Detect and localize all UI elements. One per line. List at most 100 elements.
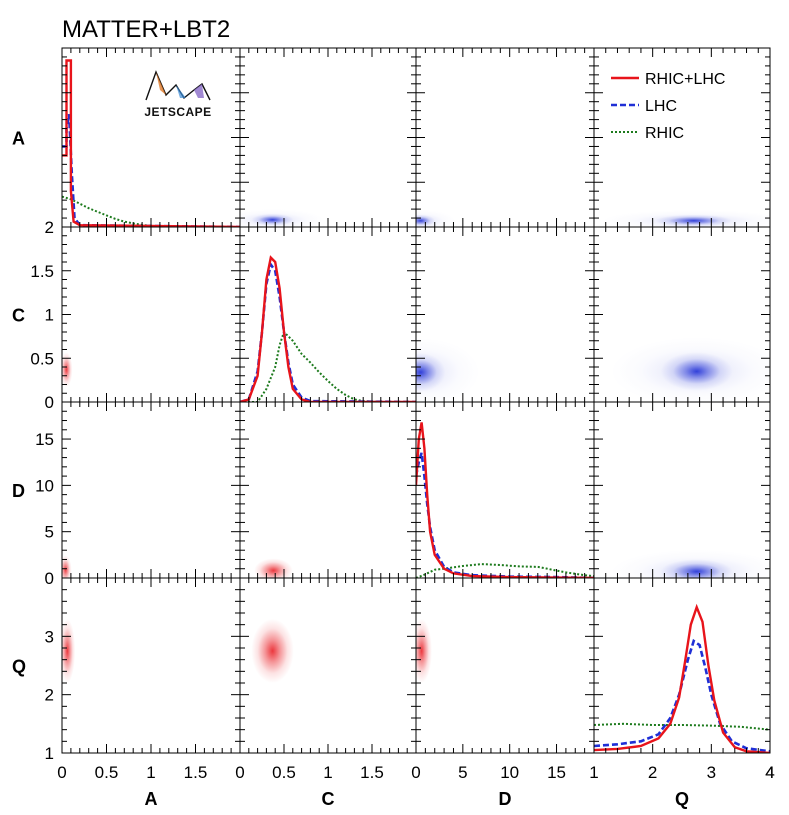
y-tick-label: 2 bbox=[45, 218, 54, 237]
curve-rhic-D bbox=[416, 563, 594, 578]
x-tick-label: 1.5 bbox=[184, 763, 208, 782]
panel-C-C bbox=[239, 226, 417, 403]
y-tick-label: 5 bbox=[45, 523, 54, 542]
y-tick-label: 2 bbox=[45, 686, 54, 705]
cloud-Q-A bbox=[600, 209, 770, 227]
posterior-cloud bbox=[251, 618, 294, 684]
y-tick-label: 0 bbox=[45, 569, 54, 588]
posterior-cloud bbox=[62, 352, 73, 387]
panel-A-D bbox=[61, 401, 241, 579]
curve-rhic_lhc-C bbox=[240, 255, 416, 402]
logo-peak-orange bbox=[156, 72, 166, 95]
diag-A bbox=[62, 59, 240, 227]
curve-rhic-Q bbox=[594, 722, 770, 731]
legend-label-rhic: RHIC bbox=[645, 125, 684, 142]
posterior-halo bbox=[416, 337, 481, 402]
x-tick-label: 3 bbox=[707, 763, 716, 782]
y-tick-label: 0 bbox=[45, 393, 54, 412]
col-label-A: A bbox=[145, 789, 158, 809]
panel-D-D bbox=[415, 401, 595, 579]
logo-peak-blue bbox=[176, 85, 186, 98]
posterior-halo bbox=[240, 209, 324, 227]
posterior-halo bbox=[609, 336, 770, 402]
x-tick-label: 1.5 bbox=[360, 763, 384, 782]
panel-A-C bbox=[61, 226, 241, 403]
col-label-C: C bbox=[322, 789, 335, 809]
x-tick-label: 5 bbox=[458, 763, 467, 782]
axis-ticks bbox=[61, 47, 771, 754]
x-tick-label: 2 bbox=[648, 763, 657, 782]
cloud-C-A bbox=[240, 209, 324, 227]
curve-rhic_lhc-D bbox=[416, 422, 594, 578]
y-tick-label: 0.5 bbox=[30, 349, 54, 368]
row-label-C: C bbox=[12, 306, 25, 326]
curve-rhic-C bbox=[240, 330, 416, 402]
curve-lhc-D bbox=[416, 452, 594, 578]
y-tick-label: 1 bbox=[45, 306, 54, 325]
col-label-D: D bbox=[499, 789, 512, 809]
y-tick-label: 15 bbox=[35, 430, 54, 449]
x-tick-label: 15 bbox=[547, 763, 566, 782]
legend-label-lhc: LHC bbox=[645, 98, 677, 115]
panel-C-A bbox=[239, 47, 417, 228]
posterior-halo bbox=[416, 209, 456, 227]
row-label-A: A bbox=[12, 129, 25, 149]
x-tick-label: 10 bbox=[500, 763, 519, 782]
cloud-Q-D bbox=[609, 549, 770, 578]
joint-posteriors bbox=[62, 209, 770, 684]
posterior-cloud bbox=[416, 618, 432, 683]
panel-C-D bbox=[239, 401, 417, 579]
y-tick-label: 3 bbox=[45, 627, 54, 646]
curve-lhc-A bbox=[62, 113, 240, 227]
panel-D-A bbox=[415, 47, 595, 228]
cloud-C-Q bbox=[251, 618, 294, 684]
x-tick-label: 1 bbox=[146, 763, 155, 782]
cloud-A-Q bbox=[62, 618, 76, 683]
legend: RHIC+LHC LHC RHIC bbox=[611, 71, 725, 142]
curve-rhic_lhc-A bbox=[62, 59, 240, 227]
cloud-C-D bbox=[254, 558, 293, 578]
curve-rhic_lhc-Q bbox=[594, 603, 770, 753]
x-tick-label: 0 bbox=[411, 763, 420, 782]
posterior-halo bbox=[600, 209, 770, 227]
x-tick-label: 0.5 bbox=[272, 763, 296, 782]
diag-Q bbox=[594, 603, 770, 753]
logo-text: JETSCAPE bbox=[144, 105, 211, 119]
posterior-cloud bbox=[62, 555, 72, 578]
panel-Q-Q bbox=[593, 577, 771, 754]
curve-lhc-Q bbox=[594, 638, 770, 753]
legend-label-rhic_lhc: RHIC+LHC bbox=[645, 71, 725, 88]
x-tick-label: 1 bbox=[323, 763, 332, 782]
diag-C bbox=[240, 255, 416, 402]
posterior-cloud bbox=[254, 558, 293, 578]
y-tick-label: 10 bbox=[35, 476, 54, 495]
diag-D bbox=[416, 422, 594, 578]
axis-labels: 0 0.5 1 1.5 0 0.5 1 1.5 0 5 10 15 1 2 3 4400.511.520510… bbox=[12, 129, 775, 810]
posterior-cloud bbox=[62, 618, 76, 683]
x-tick-label: 0.5 bbox=[95, 763, 119, 782]
logo-peak-purple bbox=[194, 84, 204, 98]
panel-D-Q bbox=[415, 577, 595, 754]
cloud-A-D bbox=[62, 555, 72, 578]
x-tick-label: 4 bbox=[765, 763, 774, 782]
x-tick-label: 0 bbox=[57, 763, 66, 782]
figure-title: MATTER+LBT2 bbox=[62, 16, 231, 43]
row-label-Q: Q bbox=[12, 657, 26, 677]
col-label-Q: Q bbox=[675, 789, 689, 809]
cloud-A-C bbox=[62, 352, 73, 387]
panel-A-A bbox=[61, 47, 241, 228]
cloud-D-Q bbox=[416, 618, 432, 683]
cloud-Q-C bbox=[609, 336, 770, 402]
x-tick-label: 0 bbox=[235, 763, 244, 782]
x-tick-label: 1 bbox=[589, 763, 598, 782]
y-tick-label: 1 bbox=[45, 744, 54, 763]
y-tick-label: 1.5 bbox=[30, 262, 54, 281]
x-tick-label: 4 bbox=[765, 763, 774, 782]
panel-A-Q bbox=[61, 577, 241, 754]
posterior-halo bbox=[609, 549, 770, 578]
cloud-D-C bbox=[416, 337, 481, 402]
cloud-D-A bbox=[416, 209, 456, 227]
jetscape-logo: JETSCAPE bbox=[144, 70, 211, 119]
row-label-D: D bbox=[12, 481, 25, 501]
